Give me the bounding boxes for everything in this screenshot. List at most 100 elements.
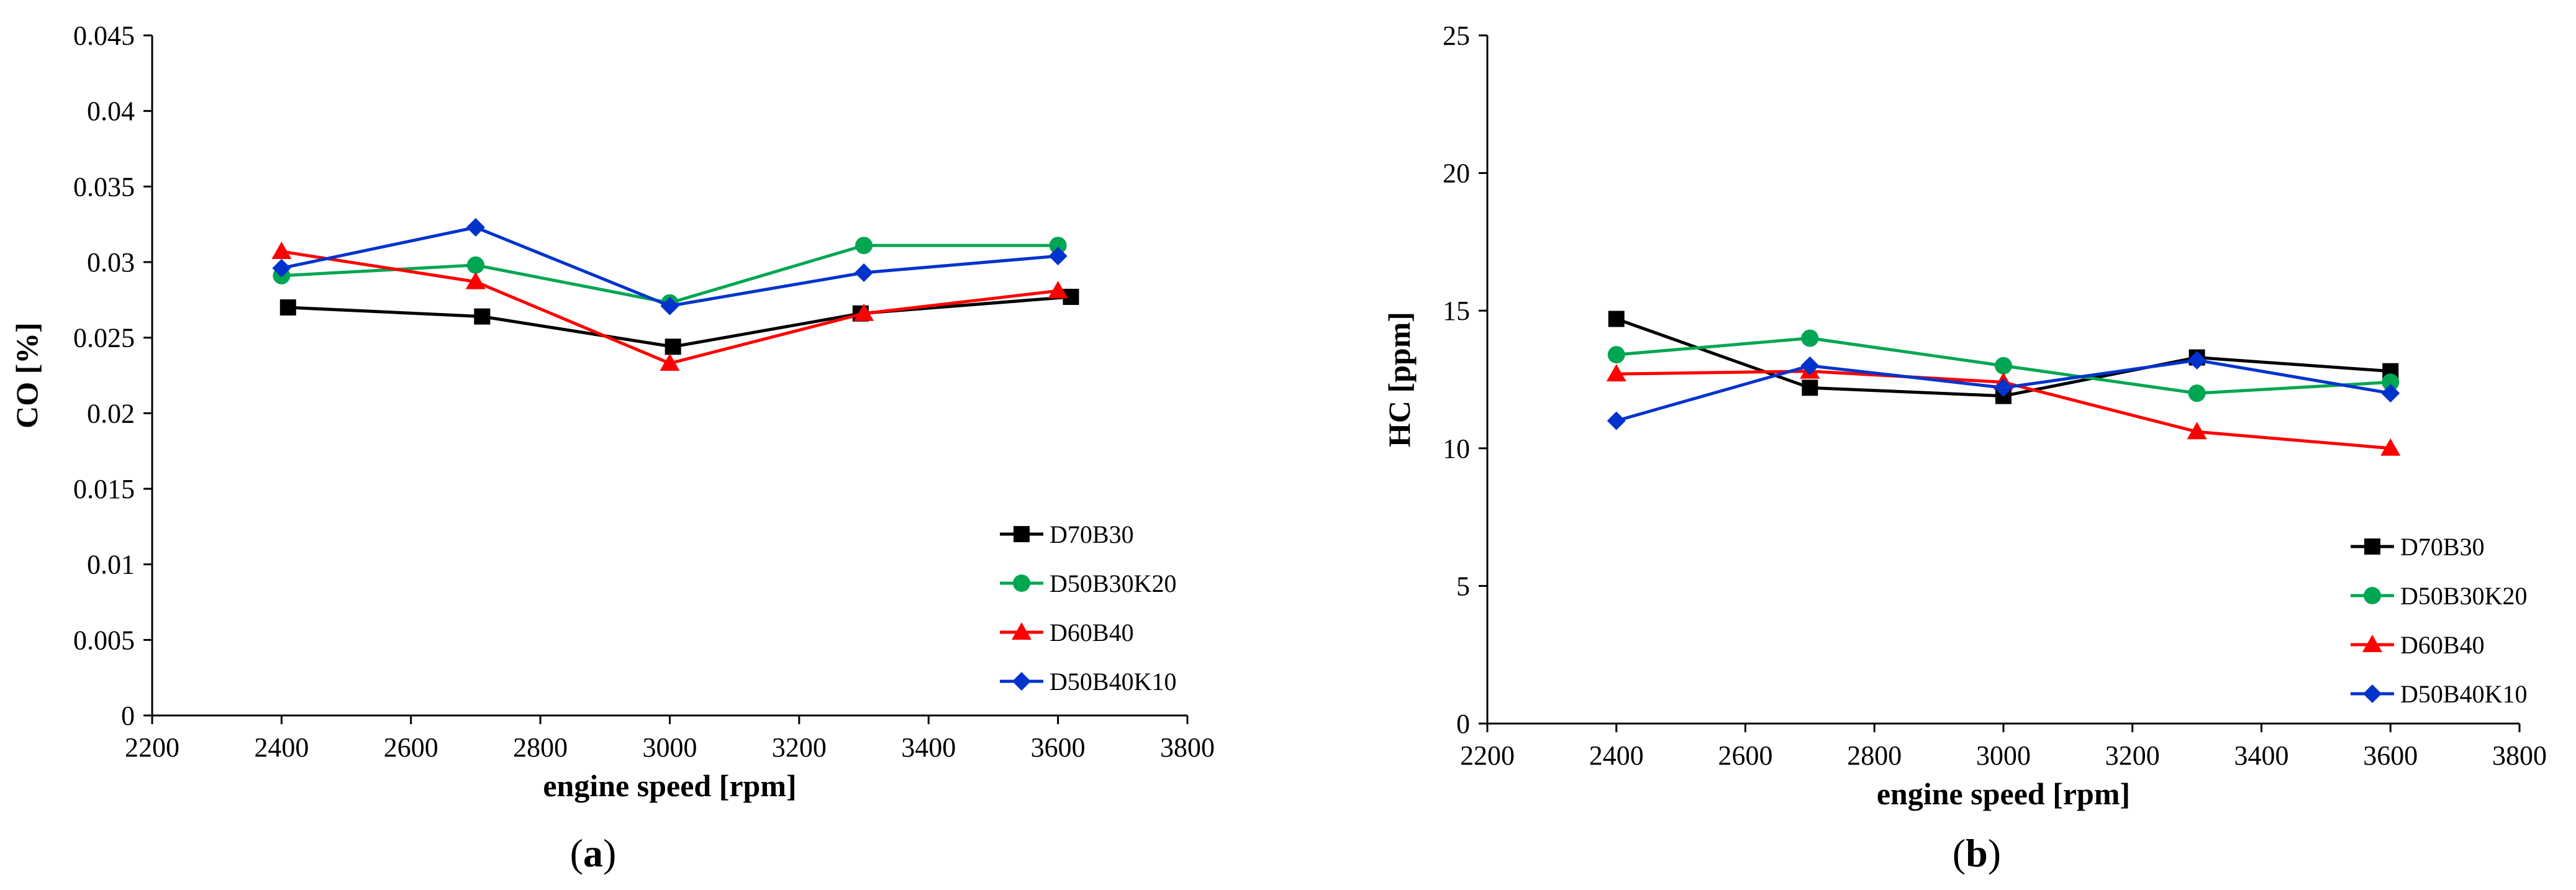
data-point [1800, 356, 1820, 375]
y-tick-label: 0 [1456, 709, 1470, 739]
x-tick-label: 3600 [1031, 732, 1086, 763]
x-tick-label: 3800 [2492, 740, 2547, 771]
caption-letter: a [583, 831, 603, 875]
data-point [660, 296, 679, 316]
y-tick-label: 10 [1443, 434, 1470, 464]
legend-swatch-marker [1014, 526, 1030, 542]
data-point [2382, 373, 2400, 391]
series-d70b30 [279, 288, 1079, 355]
y-tick-label: 15 [1443, 296, 1470, 326]
x-tick-label: 2400 [254, 732, 309, 763]
data-point [2380, 438, 2401, 456]
x-tick-label: 3600 [2363, 740, 2418, 771]
chart-panel-co: 2200 2400 2600 2800 3000 3200 3400 3600 3800 0 0.0… [9, 20, 1215, 875]
x-tick-label: 2200 [125, 732, 179, 763]
caption-close: ) [603, 831, 616, 875]
panel-caption: (a) [570, 831, 617, 875]
data-point [2188, 384, 2206, 402]
legend-label: D70B30 [2400, 533, 2485, 561]
data-point [855, 263, 874, 283]
x-tick-label: 2200 [1460, 740, 1515, 771]
panel-caption: (b) [1952, 831, 2001, 875]
data-point [466, 218, 485, 237]
chart-panel-hc: 2200 2400 2600 2800 3000 3200 3400 3600 3800 0 5 10… [1382, 20, 2547, 875]
legend-item: D50B30K20 [2351, 582, 2527, 610]
legend-swatch-marker [2364, 538, 2380, 555]
x-tick-label: 3800 [1160, 732, 1215, 763]
legend: D70B30 D50B30K20 D60B40 D50B40K10 [2351, 533, 2527, 708]
legend-item: D70B30 [2351, 533, 2485, 561]
legend-label: D60B40 [2400, 631, 2485, 659]
y-tick-label: 0.04 [87, 96, 135, 127]
legend-swatch-marker [2364, 587, 2381, 604]
data-point [1608, 311, 1625, 327]
legend-swatch-marker [1012, 622, 1032, 640]
data-point [2187, 422, 2207, 440]
legend-label: D50B40K10 [2400, 680, 2527, 708]
x-tick-label: 2600 [1718, 740, 1773, 771]
legend-item: D50B30K20 [1000, 570, 1176, 597]
series-d60b40 [271, 241, 1068, 371]
data-point [272, 258, 291, 278]
legend-swatch-marker [1013, 574, 1030, 592]
data-point [1048, 247, 1068, 266]
caption-letter: b [1966, 831, 1988, 875]
data-point [1995, 356, 2012, 375]
y-tick-label: 0.02 [87, 398, 135, 429]
x-tick-label: 3000 [1976, 740, 2031, 771]
data-point [1048, 281, 1068, 299]
x-tick-label: 2400 [1589, 740, 1644, 771]
y-tick-label: 5 [1456, 571, 1470, 601]
legend-label: D50B30K20 [1050, 570, 1176, 597]
x-axis-title: engine speed [rpm] [1877, 776, 2130, 811]
data-point [854, 303, 874, 321]
legend-item: D50B40K10 [1000, 668, 1176, 696]
data-point [2187, 350, 2206, 370]
data-point [664, 338, 681, 355]
legend-item: D60B40 [2351, 631, 2485, 659]
legend-swatch-marker [2362, 635, 2382, 652]
x-tick-label: 2600 [384, 732, 438, 763]
y-axis-title: CO [%] [9, 322, 44, 429]
legend-item: D70B30 [1000, 520, 1134, 548]
y-tick-label: 0.035 [73, 171, 135, 202]
y-tick-label: 0 [121, 701, 135, 731]
data-point [855, 237, 873, 255]
data-point [1802, 379, 1818, 396]
data-point [1049, 237, 1067, 255]
y-tick-label: 0.015 [73, 474, 135, 504]
x-tick-label: 2800 [1847, 740, 1902, 771]
data-point [271, 241, 292, 259]
caption-open: ( [1952, 831, 1966, 875]
caption-open: ( [570, 831, 583, 875]
legend-label: D60B40 [1050, 619, 1134, 647]
x-tick-label: 2800 [513, 732, 568, 763]
y-tick-label: 0.005 [73, 625, 135, 655]
data-point [474, 308, 491, 325]
x-axis-title: engine speed [rpm] [543, 768, 796, 803]
series-line [281, 225, 1058, 308]
x-tick-label: 3400 [901, 732, 956, 763]
legend-swatch-marker [1012, 672, 1031, 691]
y-tick-label: 0.03 [87, 247, 135, 278]
legend-item: D50B40K10 [2351, 680, 2527, 708]
legend-item: D60B40 [1000, 619, 1134, 647]
data-point [1607, 346, 1625, 364]
caption-close: ) [1988, 831, 2001, 875]
legend-label: D70B30 [1050, 520, 1134, 548]
data-point [660, 353, 680, 371]
y-tick-label: 0.045 [73, 20, 135, 51]
data-point [465, 271, 486, 289]
y-tick-label: 0.01 [87, 550, 135, 580]
y-axis-title: HC [ppm] [1382, 312, 1417, 447]
x-tick-label: 3200 [772, 732, 827, 763]
legend-label: D50B40K10 [1050, 668, 1176, 696]
series-d50b40k10 [1607, 350, 2400, 430]
legend-label: D50B30K20 [2400, 582, 2527, 610]
data-point [279, 299, 296, 316]
series-d50b30k20 [1607, 329, 2400, 402]
legend-swatch-marker [2363, 684, 2382, 703]
y-tick-label: 20 [1443, 158, 1470, 189]
series-d50b40k10 [272, 218, 1068, 316]
